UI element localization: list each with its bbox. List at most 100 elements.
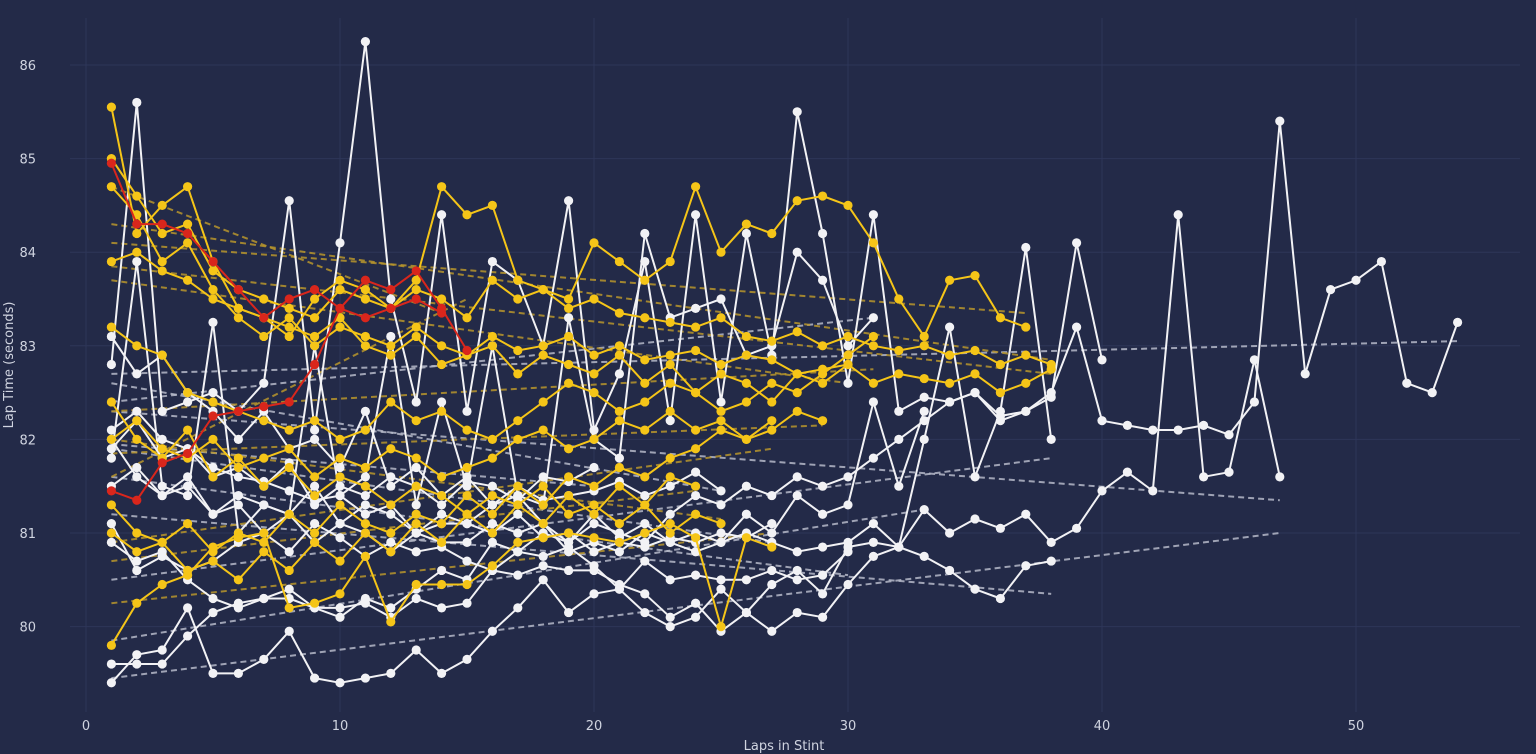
data-point	[259, 593, 269, 604]
data-point	[538, 341, 548, 351]
data-point	[995, 593, 1006, 604]
data-point	[818, 570, 828, 580]
data-point	[386, 472, 396, 482]
data-point	[132, 472, 142, 482]
data-point	[487, 537, 497, 547]
data-point	[360, 341, 370, 351]
data-point	[564, 607, 574, 618]
data-point	[437, 210, 447, 220]
data-point	[106, 425, 116, 435]
data-point	[386, 285, 396, 295]
data-point	[1046, 556, 1056, 566]
data-point	[691, 345, 701, 356]
data-point	[1021, 378, 1031, 388]
data-point	[691, 388, 701, 398]
data-point	[716, 537, 726, 547]
data-point	[233, 434, 243, 444]
data-point	[564, 542, 574, 552]
data-point	[868, 551, 879, 562]
data-point	[513, 275, 523, 285]
data-point	[792, 607, 802, 618]
data-point	[335, 533, 345, 543]
data-point	[360, 313, 370, 323]
data-point	[487, 200, 497, 210]
data-point	[487, 528, 497, 538]
data-point	[157, 350, 167, 360]
data-point	[741, 509, 752, 519]
data-point	[183, 238, 193, 248]
y-tick-label: 84	[19, 246, 36, 261]
data-point	[843, 200, 853, 210]
data-point	[868, 519, 879, 529]
data-point	[665, 378, 675, 388]
data-point	[310, 598, 320, 608]
x-tick-label: 40	[1094, 719, 1111, 734]
data-point	[208, 266, 218, 276]
data-point	[894, 542, 904, 552]
data-point	[995, 313, 1006, 323]
data-point	[462, 509, 472, 519]
data-point	[894, 481, 904, 491]
data-point	[284, 626, 294, 636]
data-point	[716, 313, 726, 323]
data-point	[843, 378, 853, 388]
data-point	[411, 509, 421, 519]
data-point	[1021, 561, 1031, 571]
data-point	[1402, 378, 1412, 388]
data-point	[538, 551, 548, 562]
data-point	[741, 219, 752, 229]
data-point	[767, 626, 777, 636]
data-point	[716, 416, 726, 426]
data-point	[716, 294, 726, 304]
data-point	[386, 341, 396, 351]
data-point	[1173, 210, 1183, 220]
data-point	[132, 434, 142, 444]
data-point	[310, 416, 320, 426]
data-point	[411, 500, 421, 510]
data-point	[818, 542, 828, 552]
data-point	[132, 256, 142, 267]
data-point	[691, 547, 701, 557]
data-point	[106, 640, 116, 650]
data-point	[614, 481, 625, 491]
data-point	[183, 448, 193, 459]
data-point	[894, 345, 904, 356]
data-point	[284, 462, 294, 473]
data-point	[741, 350, 752, 360]
y-tick-label: 83	[19, 340, 36, 355]
data-point	[513, 537, 523, 547]
data-point	[589, 589, 599, 599]
data-point	[335, 238, 345, 248]
data-point	[233, 668, 243, 679]
data-point	[640, 556, 650, 566]
data-point	[437, 472, 447, 482]
data-point	[157, 537, 167, 547]
data-point	[259, 378, 269, 388]
data-point	[1427, 388, 1437, 398]
data-point	[868, 331, 879, 342]
data-point	[843, 472, 853, 482]
data-point	[487, 490, 497, 501]
x-tick-label: 20	[586, 719, 603, 734]
data-point	[564, 472, 574, 482]
data-point	[462, 313, 472, 323]
data-point	[360, 37, 370, 47]
data-point	[945, 397, 955, 407]
data-point	[513, 570, 523, 580]
data-point	[284, 313, 294, 323]
data-point	[614, 537, 625, 547]
trend-line	[111, 340, 1458, 375]
data-point	[335, 589, 345, 599]
data-point	[437, 406, 447, 416]
data-point	[691, 425, 701, 435]
data-point	[284, 565, 294, 576]
data-point	[284, 603, 294, 613]
data-point	[462, 654, 472, 664]
data-point	[335, 603, 345, 613]
data-point	[1453, 317, 1463, 327]
data-point	[386, 603, 396, 613]
series-line	[110, 246, 1053, 553]
data-point	[640, 589, 650, 599]
data-point	[843, 547, 853, 557]
data-point	[716, 528, 726, 538]
